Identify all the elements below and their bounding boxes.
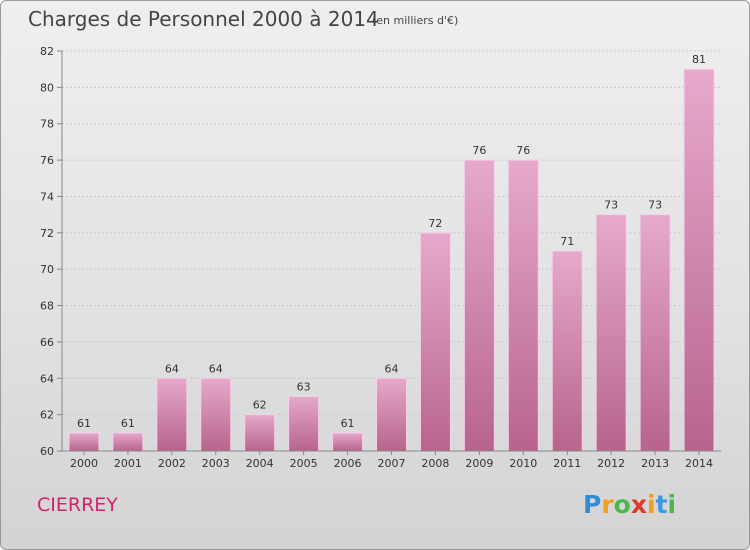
x-tick-label: 2006 [334, 457, 362, 470]
bar-2010 [507, 159, 539, 452]
x-tick-label: 2010 [509, 457, 537, 470]
y-tick-label: 80 [40, 81, 54, 94]
bar-2008 [419, 232, 451, 452]
bar-2003 [200, 377, 232, 452]
data-label: 72 [428, 217, 442, 230]
x-tick-label: 2012 [597, 457, 625, 470]
y-tick-label: 66 [40, 336, 54, 349]
x-tick-label: 2013 [641, 457, 669, 470]
x-tick-label: 2014 [685, 457, 713, 470]
y-tick-label: 70 [40, 263, 54, 276]
x-tick-label: 2002 [158, 457, 186, 470]
x-tick-label: 2003 [202, 457, 230, 470]
bar-2014 [683, 68, 715, 452]
data-label: 76 [516, 144, 530, 157]
x-tick-label: 2011 [553, 457, 581, 470]
bar-2004 [244, 414, 276, 452]
bar-2000 [68, 432, 100, 452]
data-label: 81 [692, 53, 706, 66]
data-label: 64 [165, 362, 179, 375]
y-tick-label: 62 [40, 409, 54, 422]
bars: 61 61 64 64 62 63 61 64 72 76 76 71 73 73 81 [68, 53, 715, 452]
data-label: 73 [648, 199, 662, 212]
y-tick-label: 68 [40, 300, 54, 313]
y-tick-label: 82 [40, 45, 54, 58]
data-label: 76 [472, 144, 486, 157]
data-label: 61 [341, 417, 355, 430]
bar-2009 [463, 159, 495, 452]
bar-2005 [288, 395, 320, 452]
data-label: 61 [77, 417, 91, 430]
data-label: 73 [604, 199, 618, 212]
chart-subtitle: (en milliers d'€) [372, 14, 459, 27]
bar-2012 [595, 214, 627, 452]
proxiti-logo[interactable]: Proxiti [583, 490, 677, 519]
bar-2011 [551, 250, 583, 452]
bar-2001 [112, 432, 144, 452]
data-label: 63 [297, 380, 311, 393]
y-tick-label: 72 [40, 227, 54, 240]
x-tick-label: 2007 [378, 457, 406, 470]
data-label: 61 [121, 417, 135, 430]
data-label: 71 [560, 235, 574, 248]
x-tick-label: 2005 [290, 457, 318, 470]
y-tick-label: 74 [40, 190, 54, 203]
axes: 60 62 64 66 68 70 72 74 76 78 80 82 2000 2001 2002 2003… [40, 45, 721, 470]
y-tick-label: 64 [40, 372, 54, 385]
data-label: 62 [253, 399, 267, 412]
commune-name: CIERREY [37, 494, 118, 516]
data-label: 64 [385, 362, 399, 375]
y-tick-label: 76 [40, 154, 54, 167]
x-tick-label: 2001 [114, 457, 142, 470]
x-tick-label: 2004 [246, 457, 274, 470]
data-label: 64 [209, 362, 223, 375]
bar-2007 [376, 377, 407, 452]
y-tick-label: 78 [40, 118, 54, 131]
x-tick-label: 2000 [70, 457, 98, 470]
x-tick-label: 2009 [465, 457, 493, 470]
bar-2006 [332, 432, 364, 452]
bar-2002 [156, 377, 188, 452]
bar-2013 [639, 214, 671, 452]
chart-title: Charges de Personnel 2000 à 2014 [28, 7, 379, 31]
x-tick-label: 2008 [421, 457, 449, 470]
y-tick-label: 60 [40, 445, 54, 458]
